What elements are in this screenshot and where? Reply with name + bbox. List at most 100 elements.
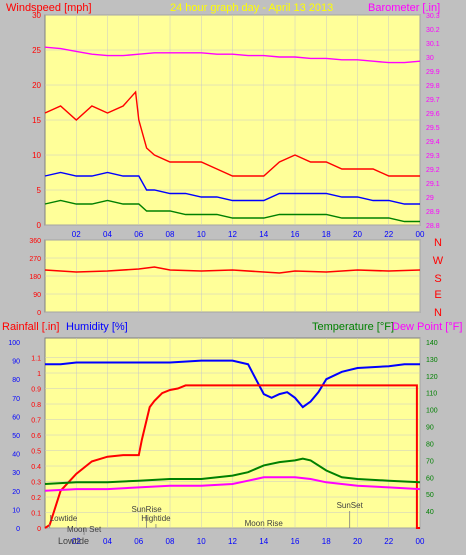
event-label: Moon Set — [67, 525, 102, 534]
humidity-tick-label: 10 — [12, 507, 20, 514]
barometer-tick-label: 29.1 — [426, 181, 440, 188]
wind-direction-series — [44, 266, 421, 274]
hour-tick-label: 10 — [197, 230, 206, 239]
hour-tick-label: 16 — [291, 230, 300, 239]
wind-direction-grid — [45, 239, 421, 313]
humidity-tick-label: 70 — [12, 396, 20, 403]
barometer-tick-label: 29.8 — [426, 83, 440, 90]
hour-tick-label: 00 — [416, 537, 425, 546]
direction-tick-label: 0 — [37, 310, 41, 317]
direction-tick-label: 360 — [29, 238, 41, 245]
wind-baro-grid — [45, 14, 421, 226]
event-label: Moon Rise — [245, 519, 284, 528]
humidity-tick-label: 20 — [12, 489, 20, 496]
hour-tick-label: 20 — [353, 537, 362, 546]
rain-hum-temp-axes: 0 0.1 0.2 0.3 0.4 0.5 0.6 0.7 0.8 0.9 1 1.1 0 10 20 30 4… — [8, 340, 437, 546]
humidity-tick-label: 40 — [12, 452, 20, 459]
event-label: Hightide — [141, 514, 171, 523]
wind-baro-line — [44, 46, 421, 64]
rain-tick-label: 0.9 — [31, 387, 41, 394]
compass-label: E — [434, 289, 441, 301]
temperature-tick-label: 90 — [426, 425, 434, 432]
wind-baro-line — [44, 90, 420, 177]
wind-axis-title: Windspeed [mph] — [6, 2, 92, 14]
humidity-tick-label: 100 — [8, 340, 20, 347]
direction-tick-label: 270 — [29, 256, 41, 263]
hour-tick-label: 04 — [103, 537, 112, 546]
compass-label: N — [434, 237, 442, 249]
rain-hum-temp-line — [44, 384, 420, 529]
temperature-tick-label: 100 — [426, 408, 438, 415]
wind-tick-label: 5 — [37, 186, 42, 195]
barometer-tick-label: 30.1 — [426, 41, 440, 48]
hour-tick-label: 16 — [291, 537, 300, 546]
barometer-axis-title: Barometer [.in] — [368, 2, 440, 14]
rain-tick-label: 0.7 — [31, 418, 41, 425]
hour-tick-label: 12 — [228, 230, 237, 239]
wind-baro-series — [44, 46, 421, 223]
compass-label: S — [434, 273, 441, 285]
wind-tick-label: 15 — [32, 116, 41, 125]
rain-tick-label: 0.3 — [31, 480, 41, 487]
temperature-tick-label: 60 — [426, 475, 434, 482]
wind-tick-label: 10 — [32, 151, 41, 160]
hour-tick-label: 08 — [166, 537, 175, 546]
hour-tick-label: 22 — [384, 537, 393, 546]
humidity-tick-label: 90 — [12, 359, 20, 366]
graph-title: 24 hour graph day - April 13 2013 — [170, 2, 333, 14]
dewpoint-axis-title: Dew Point [°F] — [392, 321, 462, 333]
hour-tick-label: 08 — [166, 230, 175, 239]
hour-tick-label: 14 — [259, 230, 268, 239]
humidity-tick-label: 60 — [12, 414, 20, 421]
rain-tick-label: 0.6 — [31, 433, 41, 440]
hour-tick-label: 02 — [72, 230, 81, 239]
barometer-tick-label: 28.8 — [426, 223, 440, 230]
hour-tick-label: 20 — [353, 230, 362, 239]
direction-tick-label: 90 — [33, 292, 41, 299]
hour-tick-label: 02 — [72, 537, 81, 546]
hour-tick-label: 22 — [384, 230, 393, 239]
barometer-tick-label: 30.3 — [426, 13, 440, 20]
barometer-tick-label: 29.7 — [426, 97, 440, 104]
rain-hum-temp-line — [44, 457, 421, 485]
temperature-tick-label: 130 — [426, 357, 438, 364]
rainfall-axis-title: Rainfall [.in] — [2, 321, 59, 333]
barometer-tick-label: 28.9 — [426, 209, 440, 216]
rain-tick-label: 0 — [37, 526, 41, 533]
barometer-tick-label: 29.2 — [426, 167, 440, 174]
barometer-tick-label: 29.3 — [426, 153, 440, 160]
barometer-tick-label: 30 — [426, 55, 434, 62]
temperature-tick-label: 40 — [426, 509, 434, 516]
compass-label: W — [433, 255, 444, 267]
wind-tick-label: 0 — [37, 221, 42, 230]
rain-tick-label: 0.5 — [31, 449, 41, 456]
event-label: SunRise — [131, 505, 162, 514]
wind-tick-label: 25 — [32, 46, 41, 55]
rain-tick-label: 1.1 — [31, 356, 41, 363]
humidity-axis-title: Humidity [%] — [66, 321, 128, 333]
hour-tick-label: 10 — [197, 537, 206, 546]
barometer-tick-label: 30.2 — [426, 27, 440, 34]
barometer-tick-label: 29.6 — [426, 111, 440, 118]
bottom-lowtide-label: Lowtide — [58, 536, 89, 546]
hour-tick-label: 04 — [103, 230, 112, 239]
barometer-tick-label: 29 — [426, 195, 434, 202]
temperature-tick-label: 80 — [426, 441, 434, 448]
wind-tick-label: 30 — [32, 11, 41, 20]
temperature-tick-label: 50 — [426, 492, 434, 499]
hour-tick-label: 12 — [228, 537, 237, 546]
humidity-tick-label: 50 — [12, 433, 20, 440]
wind-tick-label: 20 — [32, 81, 41, 90]
temperature-axis-title: Temperature [°F] — [312, 321, 394, 333]
humidity-tick-label: 80 — [12, 377, 20, 384]
humidity-tick-label: 30 — [12, 470, 20, 477]
barometer-tick-label: 29.5 — [426, 125, 440, 132]
barometer-tick-label: 29.4 — [426, 139, 440, 146]
rain-tick-label: 0.2 — [31, 495, 41, 502]
rain-hum-temp-line — [45, 359, 420, 409]
wind-direction-line — [44, 266, 421, 274]
compass-label: N — [434, 307, 442, 319]
temperature-tick-label: 140 — [426, 340, 438, 347]
